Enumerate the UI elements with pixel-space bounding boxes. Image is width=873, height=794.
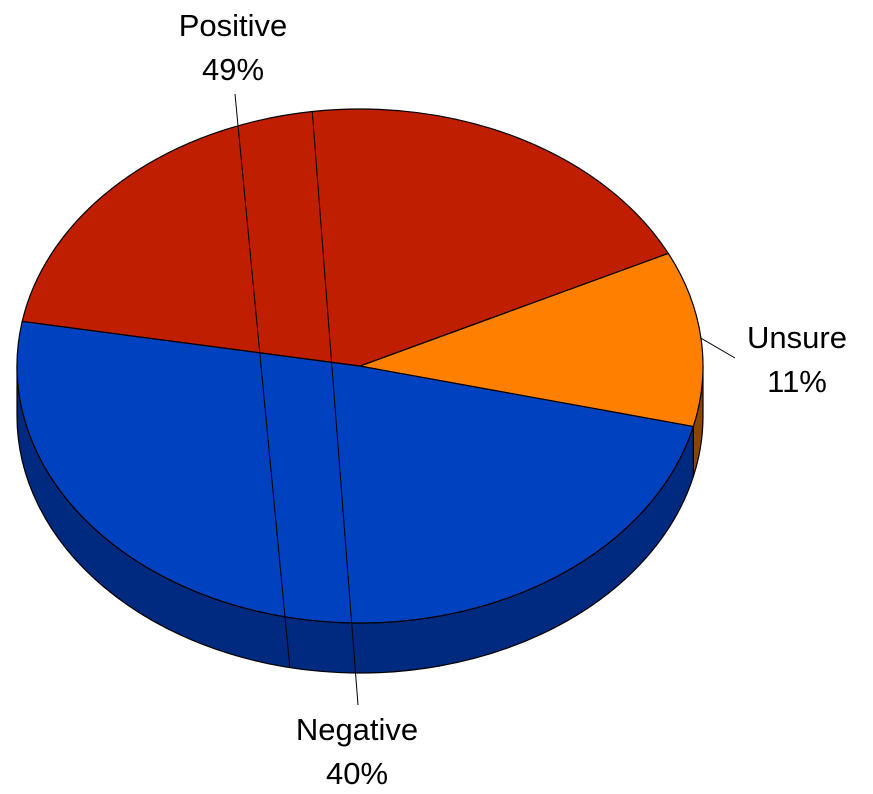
leader-line-negative (311, 111, 359, 706)
pie-slice-positive (16, 320, 695, 624)
leader-line-positive (234, 93, 291, 668)
label-leaders (234, 93, 736, 706)
leader-line-unsure (700, 337, 736, 359)
pie-tops (16, 108, 704, 624)
slice-label-unsure-name: Unsure (747, 320, 847, 355)
slice-label-positive-value: 49% (202, 52, 264, 87)
slice-label-positive-name: Positive (179, 8, 288, 43)
slice-label-negative-value: 40% (326, 756, 388, 791)
slice-label-unsure-value: 11% (767, 364, 827, 399)
slice-label-negative-name: Negative (296, 712, 418, 747)
